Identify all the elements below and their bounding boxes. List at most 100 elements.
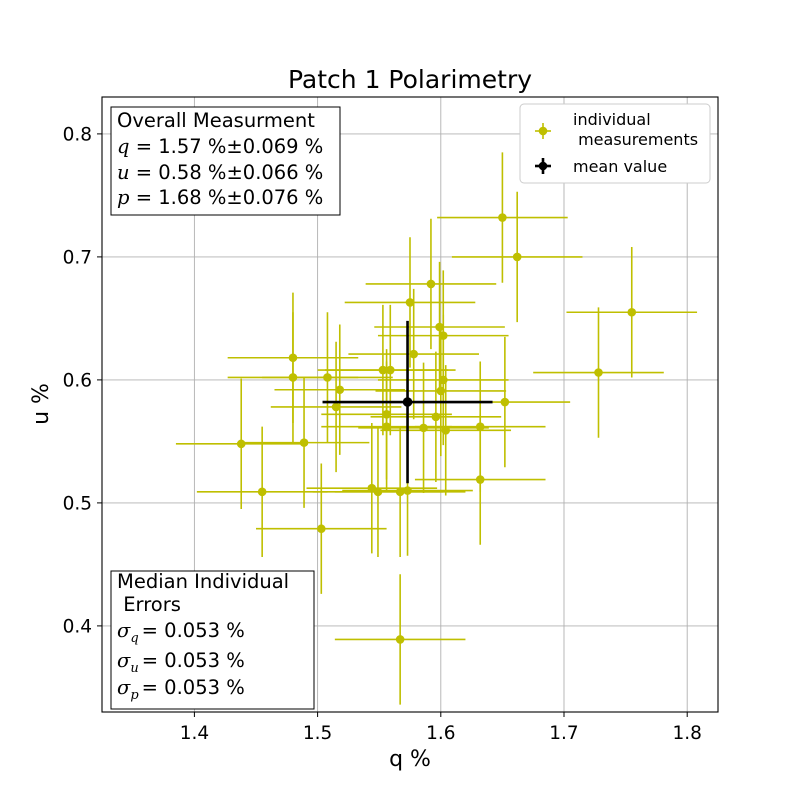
individual-point <box>451 191 583 323</box>
individual-point-marker <box>409 349 418 359</box>
y-tick-label: 0.6 <box>63 370 92 391</box>
individual-point-marker <box>316 524 326 534</box>
overall-p-line: p = 1.68 %±0.076 % <box>117 186 323 209</box>
overall-box-title: Overall Measurment <box>117 109 315 132</box>
overall-q-line: q = 1.57 %±0.069 % <box>117 135 323 158</box>
individual-point-marker <box>436 386 446 396</box>
individual-point-marker <box>331 402 341 412</box>
median-sigma-q-sub: q <box>130 631 138 646</box>
legend-individual-dot <box>538 126 548 136</box>
plot-frame <box>101 96 719 713</box>
individual-point-marker <box>385 365 395 375</box>
overall-q-value: = 1.57 %±0.069 % <box>136 135 324 158</box>
individual-point-marker <box>323 373 332 382</box>
y-axis-label: u % <box>29 383 54 425</box>
median-sigma-p-value: = 0.053 % <box>142 676 245 699</box>
individual-point <box>437 152 568 283</box>
individual-point-marker <box>395 635 405 644</box>
individual-point-marker <box>257 487 267 497</box>
overall-q-var: q <box>117 135 129 158</box>
median-sigma-p-sub: p <box>130 688 139 703</box>
axis-ticks: 1.4 1.5 1.6 1.7 1.8 0.4 0.5 0.6 0.7 0.8 <box>63 124 702 744</box>
legend-marker-mean <box>535 158 551 174</box>
individual-point-marker <box>435 322 444 332</box>
median-sigma-u-sub: u <box>130 661 138 676</box>
individual-point-marker <box>395 487 405 497</box>
y-tick-label: 0.7 <box>63 247 92 268</box>
individual-point <box>370 351 502 482</box>
individual-point <box>256 463 387 594</box>
individual-point-marker <box>512 252 522 262</box>
individual-point <box>533 307 664 438</box>
individual-point <box>262 312 393 443</box>
overall-measurement-box: Overall Measurment q = 1.57 %±0.069 % u … <box>110 106 341 216</box>
individual-point-marker <box>431 412 441 422</box>
y-tick-label: 0.8 <box>63 124 92 145</box>
legend-label-individual-line2: measurements <box>573 130 698 149</box>
mean-point-marker <box>402 397 413 407</box>
legend-frame <box>519 103 711 184</box>
plot-data <box>175 152 698 705</box>
individual-point <box>380 365 512 496</box>
median-sigma-q-value: = 0.053 % <box>142 619 245 642</box>
median-sigma-u-line: σu = 0.053 % <box>117 649 245 676</box>
individual-point <box>344 237 476 368</box>
overall-p-var: p <box>117 186 130 209</box>
median-sigma-p-var: σ <box>117 676 131 699</box>
individual-point <box>414 414 546 545</box>
median-box-title-line1: Median Individual <box>117 570 289 593</box>
overall-u-line: u = 0.58 %±0.066 % <box>117 161 323 184</box>
individual-point-marker <box>405 298 415 307</box>
median-sigma-q-line: σq = 0.053 % <box>117 619 245 646</box>
legend: individual measurements mean value <box>519 103 711 184</box>
individual-point <box>334 426 466 558</box>
y-tick-label: 0.4 <box>63 616 92 637</box>
individual-point-marker <box>475 475 485 484</box>
legend-marker-individual <box>535 123 551 139</box>
x-axis-label: q % <box>389 747 431 772</box>
individual-point-marker <box>500 397 510 407</box>
individual-point-marker <box>335 385 345 395</box>
individual-point <box>348 288 479 420</box>
y-tick-label: 0.5 <box>63 493 92 514</box>
x-tick-label: 1.6 <box>426 723 455 744</box>
median-box-frame <box>110 570 315 710</box>
individual-point <box>270 341 402 473</box>
x-tick-label: 1.7 <box>549 723 578 744</box>
overall-u-value: = 0.58 %±0.066 % <box>136 161 324 184</box>
individual-point <box>334 574 466 705</box>
legend-label-individual-line1: individual <box>573 110 651 129</box>
individual-point <box>238 377 370 508</box>
individual-point-marker <box>441 426 451 435</box>
x-tick-label: 1.8 <box>672 723 701 744</box>
median-box-title-line2: Errors <box>117 593 181 616</box>
x-tick-label: 1.5 <box>303 723 332 744</box>
mean-point <box>322 320 493 484</box>
median-sigma-p-line: σp = 0.053 % <box>117 676 245 703</box>
individual-point <box>375 325 507 457</box>
individual-point-marker <box>426 279 436 289</box>
x-tick-label: 1.4 <box>180 723 209 744</box>
legend-label-mean: mean value <box>573 157 667 176</box>
median-sigma-u-value: = 0.053 % <box>142 649 245 672</box>
individual-point <box>566 247 698 378</box>
legend-mean-dot <box>538 161 548 171</box>
individual-point <box>196 426 328 558</box>
individual-point-marker <box>498 213 507 222</box>
individual-point-marker <box>403 486 412 495</box>
individual-point <box>274 324 406 455</box>
median-errors-box: Median Individual Errors σq = 0.053 % σu =… <box>110 570 315 710</box>
individual-point-marker <box>382 422 391 431</box>
overall-p-value: = 1.68 %±0.076 % <box>136 186 324 209</box>
chart-title: Patch 1 Polarimetry <box>288 65 532 94</box>
median-sigma-u-var: σ <box>117 649 131 672</box>
individual-point <box>175 378 307 510</box>
individual-point-marker <box>299 438 309 447</box>
individual-point-marker <box>236 439 246 449</box>
overall-box-frame <box>110 106 341 216</box>
overall-u-var: u <box>117 161 130 184</box>
individual-point-marker <box>594 368 603 377</box>
individual-point-marker <box>627 307 637 317</box>
median-sigma-q-var: σ <box>117 619 131 642</box>
